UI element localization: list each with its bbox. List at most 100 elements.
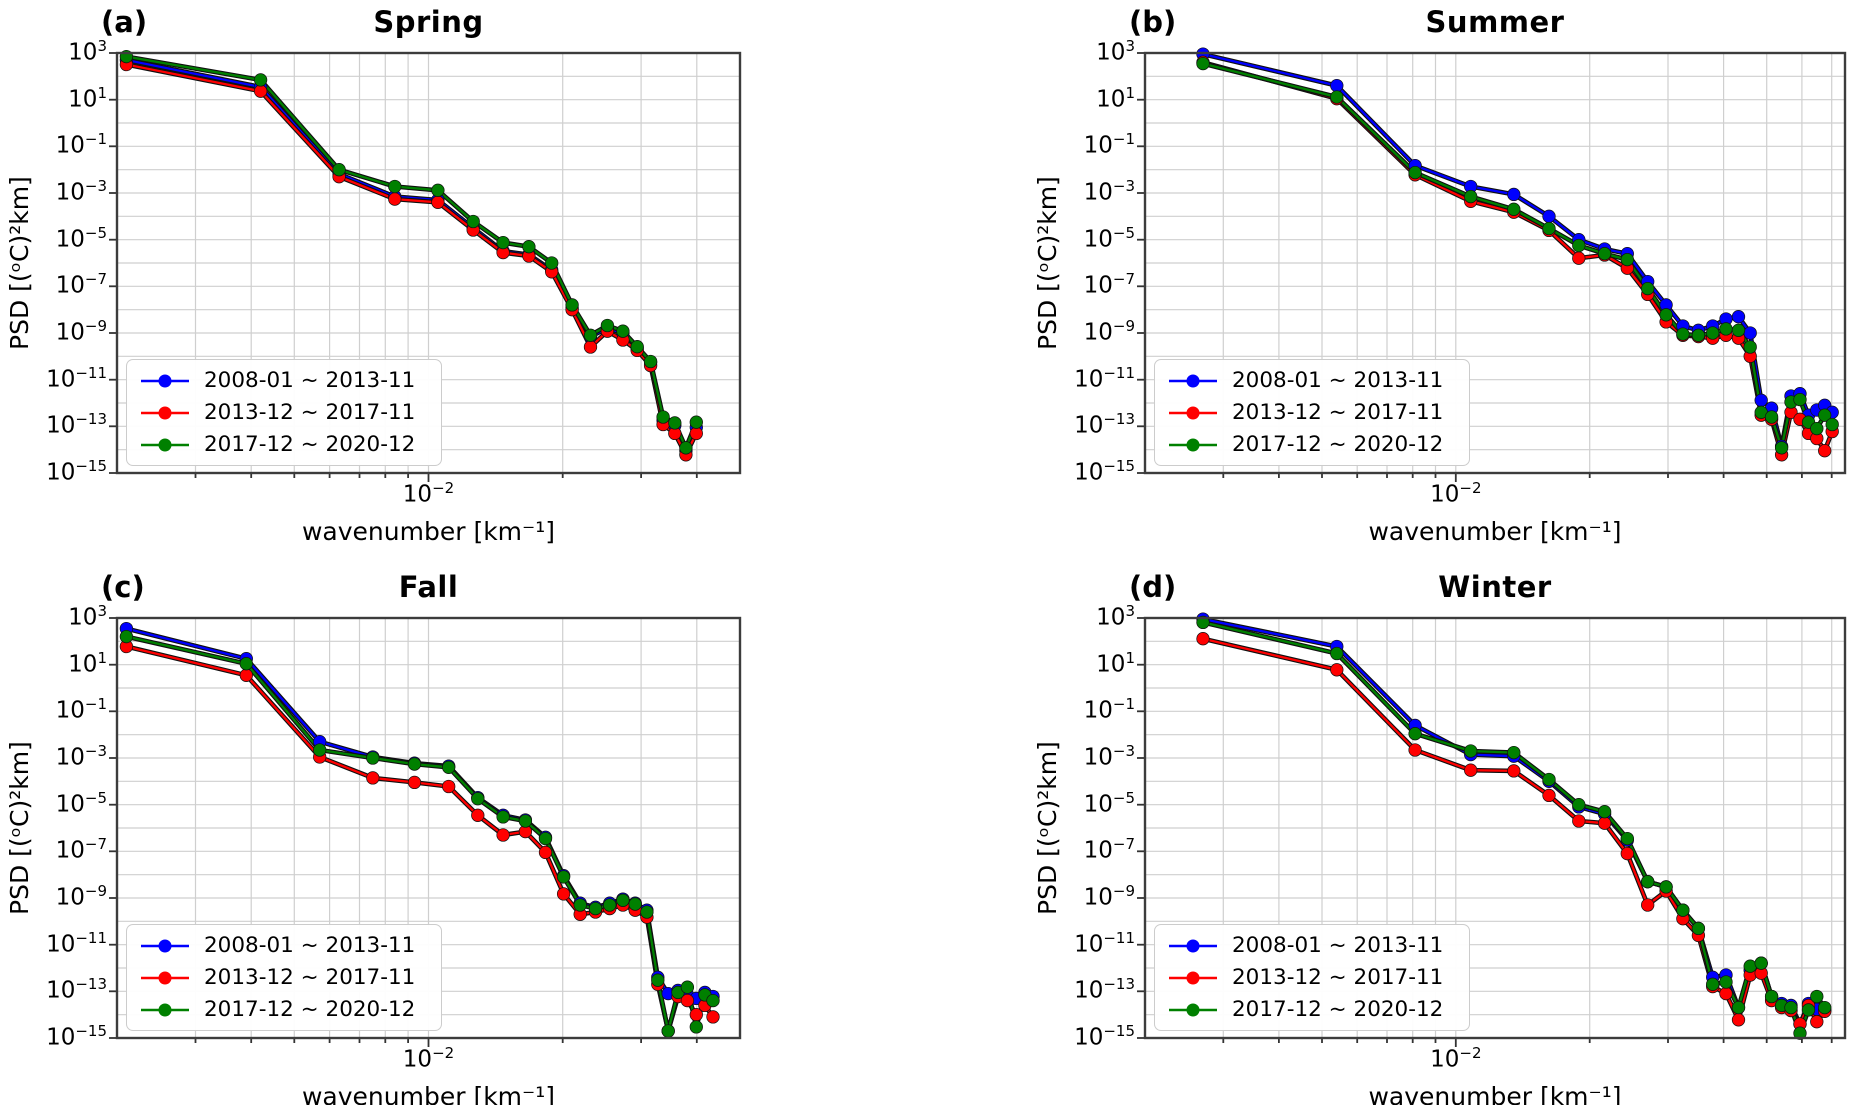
legend-entry: 2013-12 ~ 2017-11 [139,965,415,990]
legend-entry: 2008-01 ~ 2013-11 [1167,933,1443,958]
y-tick-label: 10−5 [55,788,107,818]
subplot-winter: (d) Winter PSD [(ᵒC)²km] 10−2 wavenumber… [1033,570,1847,1105]
axes-spines [115,616,742,1040]
y-tick-label: 10−7 [55,270,107,299]
y-tick-label: 10−1 [1083,130,1135,159]
legend-entry-label: 2017-12 ~ 2020-12 [204,997,416,1022]
y-tick-label: 10−9 [55,316,107,346]
panel-label: (b) [1129,5,1177,39]
y-tick-label: 103 [68,601,107,631]
legend-line-marker-icon [1169,1003,1217,1016]
chart-title: Summer [1425,5,1565,39]
y-tick-label: 10−11 [1074,363,1135,393]
y-axis-label: PSD [(ᵒC)²km] [5,741,34,915]
panel-label: (d) [1129,570,1177,604]
legend-line-marker-icon [141,939,189,952]
legend-entry-label: 2008-01 ~ 2013-11 [204,368,416,393]
y-tick-label: 10−3 [1083,741,1135,771]
y-tick-label: 10−13 [1074,975,1135,1004]
y-tick-label: 10−7 [55,835,107,864]
legend: 2008-01 ~ 2013-11 2013-12 ~ 2017-11 2017-1… [126,359,443,466]
y-tick-label: 10−9 [1083,316,1135,346]
y-tick-label: 10−13 [46,975,107,1004]
subplot-fall: (c) Fall PSD [(ᵒC)²km] 10−2 wavenumber [… [5,570,742,1105]
chart-canvas [1137,612,1847,1047]
y-tick-label: 10−11 [46,363,107,393]
series-markers-2 [119,49,703,455]
legend-entry-label: 2013-12 ~ 2017-11 [1232,400,1444,425]
legend-line-marker-icon [141,1003,189,1016]
y-tick-label: 10−7 [1083,835,1135,864]
y-axis-label: PSD [(ᵒC)²km] [5,176,34,350]
y-tick-label: 10−13 [46,410,107,439]
legend-entry: 2017-12 ~ 2020-12 [139,432,415,457]
y-tick-label: 10−15 [46,1021,107,1051]
y-tick-label: 10−15 [1074,456,1135,486]
legend-entry-label: 2013-12 ~ 2017-11 [204,400,416,425]
legend: 2008-01 ~ 2013-11 2013-12 ~ 2017-11 2017-1… [1154,359,1471,466]
y-axis-label: PSD [(ᵒC)²km] [1033,741,1062,915]
chart-canvas [1137,47,1847,482]
legend-entry-label: 2008-01 ~ 2013-11 [1232,933,1444,958]
legend-entry: 2008-01 ~ 2013-11 [139,368,415,393]
legend-entry: 2013-12 ~ 2017-11 [139,400,415,425]
y-tick-label: 10−1 [55,130,107,159]
x-axis-label: wavenumber [km⁻¹] [301,1082,555,1105]
y-tick-label: 103 [1096,601,1135,631]
y-axis-label: PSD [(ᵒC)²km] [1033,176,1062,350]
legend-entry-label: 2017-12 ~ 2020-12 [204,432,416,457]
legend-line-marker-icon [1169,939,1217,952]
series-markers-2 [1196,56,1839,455]
y-tick-label: 101 [1096,83,1135,113]
series-markers-2 [1196,615,1832,1040]
legend-entry: 2017-12 ~ 2020-12 [1167,432,1443,457]
y-tick-label: 103 [68,36,107,66]
x-axis-label: wavenumber [km⁻¹] [301,517,555,546]
y-tick-label: 103 [1096,36,1135,66]
y-tick-label: 10−9 [1083,881,1135,911]
legend-line-marker-icon [1169,374,1217,387]
y-tick-label: 10−3 [1083,176,1135,206]
panel-label: (c) [101,570,145,604]
y-tick-label: 10−11 [1074,928,1135,958]
legend-line-marker-icon [141,374,189,387]
y-tick-label: 10−13 [1074,410,1135,439]
legend-line-marker-icon [1169,971,1217,984]
y-tick-label: 10−15 [46,456,107,486]
y-tick-label: 101 [1096,648,1135,678]
legend-line-marker-icon [1169,406,1217,419]
x-tick-label: 10−2 [1430,479,1482,508]
axes-spines [1143,51,1847,475]
y-tick-label: 10−3 [55,176,107,206]
legend-entry: 2017-12 ~ 2020-12 [139,997,415,1022]
y-tick-label: 10−1 [1083,695,1135,724]
x-tick-label: 10−2 [402,1044,455,1073]
x-tick-label: 10−2 [402,479,455,508]
x-axis-label: wavenumber [km⁻¹] [1368,517,1622,546]
legend-entry-label: 2013-12 ~ 2017-11 [1232,965,1444,990]
axes-spines [1143,616,1847,1040]
y-tick-label: 10−11 [46,928,107,958]
y-tick-label: 101 [68,83,107,113]
y-tick-label: 10−9 [55,881,107,911]
legend-line-marker-icon [141,438,189,451]
chart-title: Fall [398,570,459,604]
subplot-summer: (b) Summer PSD [(ᵒC)²km] 10−2 wavenumber… [1033,5,1847,546]
y-tick-label: 10−1 [55,695,107,724]
legend-entry-label: 2017-12 ~ 2020-12 [1232,997,1444,1022]
y-tick-label: 10−5 [1083,788,1135,818]
legend-entry: 2013-12 ~ 2017-11 [1167,965,1443,990]
y-tick-label: 10−3 [55,741,107,771]
legend-line-marker-icon [1169,438,1217,451]
legend-entry: 2013-12 ~ 2017-11 [1167,400,1443,425]
legend-line-marker-icon [141,971,189,984]
series-markers-2 [119,629,720,1038]
legend-line-marker-icon [141,406,189,419]
legend-entry-label: 2008-01 ~ 2013-11 [1232,368,1444,393]
y-tick-label: 101 [68,648,107,678]
legend-entry: 2008-01 ~ 2013-11 [139,933,415,958]
axes-spines [115,51,742,475]
legend-entry-label: 2017-12 ~ 2020-12 [1232,432,1444,457]
panel-label: (a) [101,5,148,39]
